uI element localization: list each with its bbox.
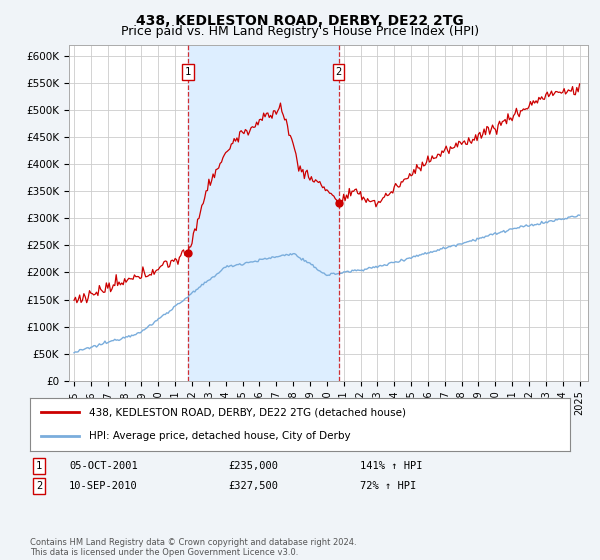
Text: 141% ↑ HPI: 141% ↑ HPI: [360, 461, 422, 471]
Text: £327,500: £327,500: [228, 481, 278, 491]
Text: 2: 2: [335, 67, 342, 77]
Text: 10-SEP-2010: 10-SEP-2010: [69, 481, 138, 491]
Text: 438, KEDLESTON ROAD, DERBY, DE22 2TG: 438, KEDLESTON ROAD, DERBY, DE22 2TG: [136, 14, 464, 28]
Text: 05-OCT-2001: 05-OCT-2001: [69, 461, 138, 471]
Text: 1: 1: [185, 67, 191, 77]
Text: 72% ↑ HPI: 72% ↑ HPI: [360, 481, 416, 491]
Text: 1: 1: [36, 461, 42, 471]
Text: 2: 2: [36, 481, 42, 491]
Text: £235,000: £235,000: [228, 461, 278, 471]
Text: Contains HM Land Registry data © Crown copyright and database right 2024.
This d: Contains HM Land Registry data © Crown c…: [30, 538, 356, 557]
Text: Price paid vs. HM Land Registry's House Price Index (HPI): Price paid vs. HM Land Registry's House …: [121, 25, 479, 38]
Text: HPI: Average price, detached house, City of Derby: HPI: Average price, detached house, City…: [89, 431, 351, 441]
Text: 438, KEDLESTON ROAD, DERBY, DE22 2TG (detached house): 438, KEDLESTON ROAD, DERBY, DE22 2TG (de…: [89, 408, 406, 418]
Bar: [188, 45, 338, 381]
